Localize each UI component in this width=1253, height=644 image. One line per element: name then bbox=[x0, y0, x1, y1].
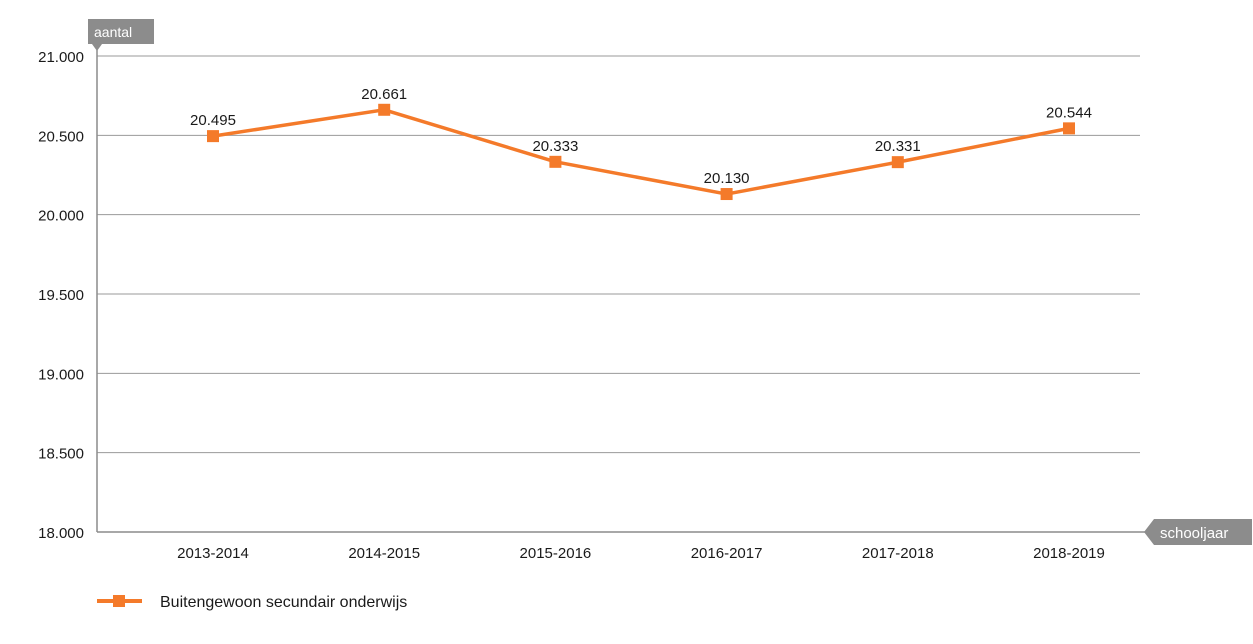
y-axis-label-pointer bbox=[92, 44, 102, 51]
series-group bbox=[207, 103, 1075, 201]
axes bbox=[96, 50, 1148, 533]
y-axis-label-tag: aantal bbox=[88, 19, 154, 51]
x-axis-label-background bbox=[1144, 519, 1252, 545]
data-label: 20.130 bbox=[704, 170, 750, 187]
y-tick-label: 19.500 bbox=[38, 287, 84, 304]
y-tick-label: 20.000 bbox=[38, 208, 84, 225]
data-labels: 20.495 20.661 20.333 20.130 20.331 20.544 bbox=[190, 86, 1092, 187]
legend-marker-swatch bbox=[113, 595, 125, 607]
x-tick-labels: 2013-2014 2014-2015 2015-2016 2016-2017 2017… bbox=[177, 545, 1105, 562]
data-point bbox=[891, 156, 904, 169]
data-label: 20.661 bbox=[361, 86, 407, 103]
y-tick-labels: 18.000 18.500 19.000 19.500 20.000 20.500 21.0… bbox=[38, 49, 84, 542]
data-point bbox=[1063, 122, 1075, 135]
y-tick-label: 20.500 bbox=[38, 128, 84, 145]
y-axis-label-background bbox=[88, 19, 154, 44]
x-axis-label: schooljaar bbox=[1160, 525, 1228, 542]
data-point bbox=[720, 188, 733, 201]
legend: Buitengewoon secundair onderwijs bbox=[97, 594, 407, 611]
y-tick-label: 19.000 bbox=[38, 366, 84, 383]
data-label: 20.544 bbox=[1046, 104, 1092, 121]
data-label: 20.495 bbox=[190, 112, 236, 129]
y-tick-label: 21.000 bbox=[38, 49, 84, 66]
data-label: 20.333 bbox=[532, 138, 578, 155]
data-point bbox=[549, 155, 562, 168]
data-point bbox=[378, 103, 391, 116]
x-tick-label: 2018-2019 bbox=[1033, 545, 1105, 562]
x-tick-label: 2014-2015 bbox=[348, 545, 420, 562]
x-tick-label: 2016-2017 bbox=[691, 545, 763, 562]
y-axis-label: aantal bbox=[94, 24, 132, 40]
x-tick-label: 2015-2016 bbox=[520, 545, 592, 562]
y-tick-label: 18.500 bbox=[38, 446, 84, 463]
data-label: 20.331 bbox=[875, 138, 921, 155]
x-axis-label-tag: schooljaar bbox=[1144, 519, 1252, 545]
x-tick-label: 2017-2018 bbox=[862, 545, 934, 562]
x-tick-label: 2013-2014 bbox=[177, 545, 249, 562]
legend-label: Buitengewoon secundair onderwijs bbox=[160, 594, 407, 611]
series-line bbox=[211, 108, 1071, 196]
grid-lines bbox=[97, 55, 1140, 454]
data-point bbox=[207, 130, 219, 143]
y-tick-label: 18.000 bbox=[38, 525, 84, 542]
